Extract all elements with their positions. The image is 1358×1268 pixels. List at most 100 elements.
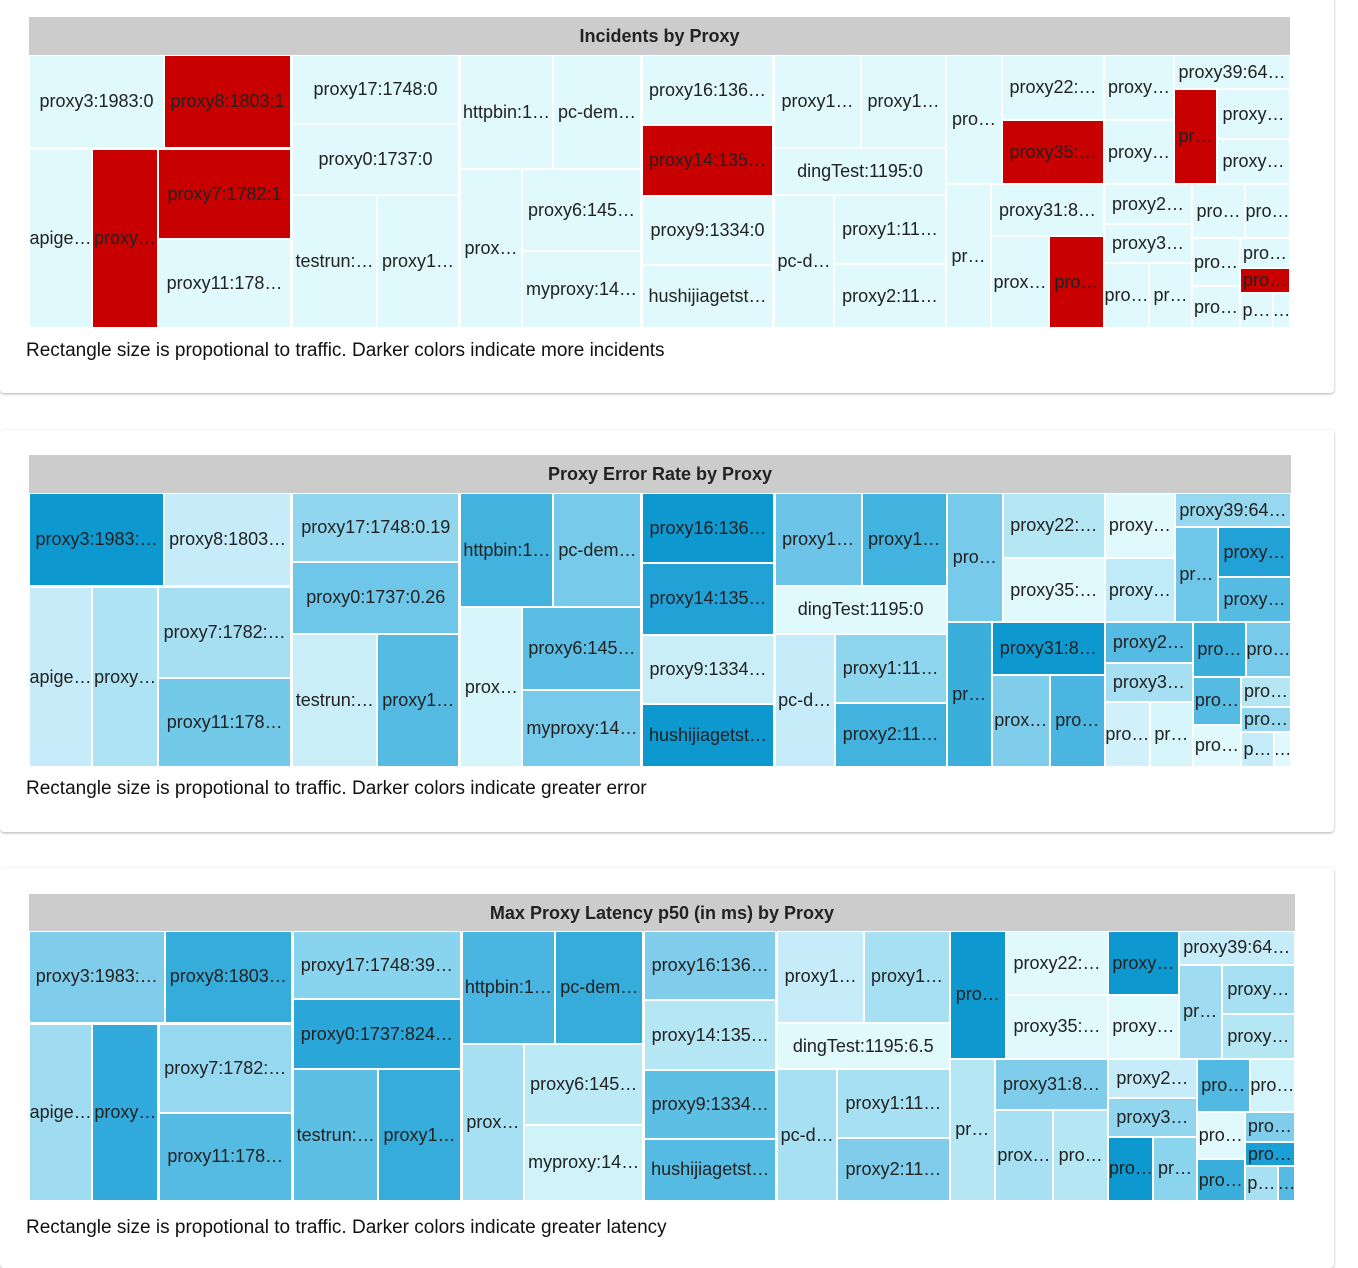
treemap-cell[interactable]: pr… bbox=[1174, 527, 1218, 623]
treemap-cell[interactable]: proxy2:11… bbox=[837, 1137, 950, 1201]
treemap-cell[interactable]: pro… bbox=[1244, 1111, 1295, 1142]
treemap-cell[interactable]: myproxy:14… bbox=[522, 251, 641, 328]
treemap-cell[interactable]: proxy22:… bbox=[1002, 493, 1105, 559]
treemap-cell[interactable]: proxy6:145… bbox=[522, 607, 642, 690]
treemap-cell[interactable]: dingTest:1195:6.5 bbox=[776, 1022, 950, 1070]
treemap-cell[interactable]: proxy17:1748:0.19 bbox=[292, 493, 460, 563]
treemap-cell[interactable]: p… bbox=[1239, 293, 1273, 328]
treemap-cell[interactable]: proxy31:8… bbox=[991, 184, 1104, 236]
treemap-cell[interactable]: proxy9:1334:0 bbox=[642, 195, 773, 265]
treemap-cell[interactable]: prox… bbox=[460, 169, 522, 328]
treemap-cell[interactable]: proxy22:… bbox=[1005, 931, 1109, 996]
treemap-cell[interactable]: pro… bbox=[1196, 1058, 1250, 1112]
treemap-cell[interactable]: pr… bbox=[946, 184, 991, 328]
treemap-cell[interactable]: pro… bbox=[1108, 1136, 1154, 1201]
treemap-cell[interactable]: proxy39:64… bbox=[1178, 931, 1295, 965]
treemap-cell[interactable]: proxy1:11… bbox=[837, 1069, 950, 1138]
treemap-cell[interactable]: proxy9:1334… bbox=[644, 1070, 776, 1139]
treemap-cell[interactable]: proxy39:64… bbox=[1174, 55, 1290, 89]
treemap-cell[interactable]: proxy2… bbox=[1108, 1058, 1197, 1099]
treemap-cell[interactable]: proxy14:135… bbox=[642, 125, 773, 196]
treemap-cell[interactable]: pro… bbox=[1240, 676, 1291, 707]
treemap-cell[interactable]: proxy1… bbox=[861, 493, 947, 587]
treemap-cell[interactable]: proxy7:1782:1 bbox=[158, 149, 291, 239]
treemap-cell[interactable]: proxy11:178… bbox=[158, 239, 291, 328]
treemap-cell[interactable]: proxy… bbox=[1104, 55, 1174, 120]
treemap-cell[interactable]: proxy… bbox=[1221, 1014, 1295, 1059]
treemap-cell[interactable]: pro… bbox=[1245, 184, 1290, 238]
treemap-cell[interactable]: pro… bbox=[1192, 676, 1241, 725]
treemap-cell[interactable]: dingTest:1195:0 bbox=[774, 148, 946, 195]
treemap-cell[interactable]: proxy11:178… bbox=[158, 1112, 293, 1201]
treemap-cell[interactable]: pro… bbox=[1249, 1058, 1295, 1112]
treemap-cell[interactable]: proxy1… bbox=[864, 931, 950, 1023]
treemap-cell[interactable]: proxy0:1737:824… bbox=[293, 999, 461, 1070]
treemap-cell[interactable]: proxy11:178… bbox=[158, 677, 292, 767]
treemap-cell[interactable]: proxy31:8… bbox=[994, 1058, 1109, 1110]
treemap-cell[interactable]: pro… bbox=[1240, 706, 1291, 732]
treemap-cell[interactable]: proxy7:1782:… bbox=[158, 1023, 293, 1113]
treemap-cell[interactable]: pc-dem… bbox=[553, 493, 642, 608]
treemap-cell[interactable]: proxy14:135… bbox=[642, 563, 774, 635]
treemap-cell[interactable]: proxy1… bbox=[774, 493, 862, 587]
treemap-cell[interactable]: pro… bbox=[1196, 1159, 1245, 1201]
treemap-cell[interactable]: myproxy:14… bbox=[522, 689, 642, 767]
treemap-cell[interactable]: proxy… bbox=[92, 1023, 159, 1201]
treemap-cell[interactable]: testrun:… bbox=[293, 1069, 379, 1201]
treemap-cell[interactable]: proxy… bbox=[1217, 527, 1291, 578]
treemap-cell[interactable]: proxy0:1737:0 bbox=[292, 124, 459, 195]
treemap-cell[interactable]: pr… bbox=[949, 1058, 995, 1201]
treemap-cell[interactable]: proxy1:11… bbox=[834, 195, 946, 264]
treemap-cell[interactable]: proxy16:136… bbox=[642, 493, 774, 564]
treemap-cell[interactable]: proxy6:145… bbox=[523, 1043, 644, 1125]
treemap-cell[interactable]: pro… bbox=[1192, 622, 1246, 677]
treemap-cell[interactable]: pro… bbox=[949, 931, 1006, 1059]
treemap-cell[interactable]: hushijiagetst… bbox=[644, 1138, 776, 1201]
treemap-cell[interactable]: proxy1:11… bbox=[834, 633, 947, 703]
treemap-cell[interactable]: proxy31:8… bbox=[991, 622, 1105, 675]
treemap-cell[interactable]: proxy35:… bbox=[1005, 995, 1109, 1059]
treemap-cell[interactable]: proxy2:11… bbox=[834, 702, 947, 767]
treemap-cell[interactable]: pro… bbox=[1049, 674, 1105, 767]
treemap-cell[interactable]: pc-d… bbox=[776, 1069, 838, 1201]
treemap-cell[interactable]: proxy8:1803… bbox=[164, 931, 293, 1023]
treemap-cell[interactable]: hushijiagetst… bbox=[642, 265, 773, 328]
treemap-cell[interactable]: proxy1… bbox=[377, 195, 459, 328]
treemap-cell[interactable]: pr… bbox=[946, 622, 992, 767]
treemap-cell[interactable]: prox… bbox=[991, 674, 1050, 767]
treemap-cell[interactable]: prox… bbox=[994, 1110, 1054, 1201]
treemap-cell[interactable]: pc-dem… bbox=[555, 931, 644, 1044]
treemap-cell[interactable]: myproxy:14… bbox=[523, 1124, 644, 1201]
treemap-cell[interactable]: testrun:… bbox=[292, 195, 377, 328]
treemap-cell[interactable]: pr… bbox=[1149, 263, 1192, 328]
treemap-cell[interactable]: proxy14:135… bbox=[644, 1000, 776, 1071]
treemap-cell[interactable]: proxy35:… bbox=[1001, 120, 1104, 184]
treemap-cell[interactable]: pro… bbox=[1196, 1111, 1245, 1160]
treemap-cell[interactable]: proxy7:1782:… bbox=[158, 587, 292, 678]
treemap-cell[interactable]: pro… bbox=[1192, 238, 1240, 286]
treemap-cell[interactable]: apige… bbox=[29, 587, 93, 767]
treemap-cell[interactable]: proxy… bbox=[1217, 577, 1291, 623]
treemap-cell[interactable]: pro… bbox=[1244, 1141, 1295, 1167]
treemap-cell[interactable]: p… bbox=[1240, 731, 1274, 767]
treemap-cell[interactable]: hushijiagetst… bbox=[642, 703, 774, 767]
treemap-cell[interactable]: proxy3:1983:… bbox=[29, 493, 165, 587]
treemap-cell[interactable]: proxy… bbox=[1108, 931, 1179, 996]
treemap-cell[interactable]: proxy… bbox=[1104, 493, 1175, 559]
treemap-cell[interactable]: pr… bbox=[1153, 1136, 1197, 1201]
treemap-cell[interactable]: proxy3… bbox=[1104, 662, 1193, 702]
treemap-cell[interactable]: proxy2… bbox=[1104, 184, 1192, 224]
treemap-cell[interactable]: dingTest:1195:0 bbox=[774, 586, 947, 634]
treemap-cell[interactable]: apige… bbox=[29, 1023, 93, 1201]
treemap-cell[interactable]: proxy1… bbox=[774, 55, 861, 148]
treemap-cell[interactable]: pro… bbox=[1239, 238, 1290, 268]
treemap-cell[interactable]: testrun:… bbox=[292, 633, 378, 767]
treemap-cell[interactable]: proxy2… bbox=[1104, 622, 1193, 663]
treemap-cell[interactable]: proxy35:… bbox=[1002, 558, 1105, 623]
treemap-cell[interactable]: httpbin:1… bbox=[460, 493, 554, 608]
treemap-cell[interactable]: apige… bbox=[29, 149, 92, 328]
treemap-cell[interactable]: pc-d… bbox=[774, 633, 835, 767]
treemap-cell[interactable]: httpbin:1… bbox=[460, 55, 553, 169]
treemap-cell[interactable]: … bbox=[1273, 731, 1291, 767]
treemap-cell[interactable]: proxy… bbox=[1108, 995, 1179, 1059]
